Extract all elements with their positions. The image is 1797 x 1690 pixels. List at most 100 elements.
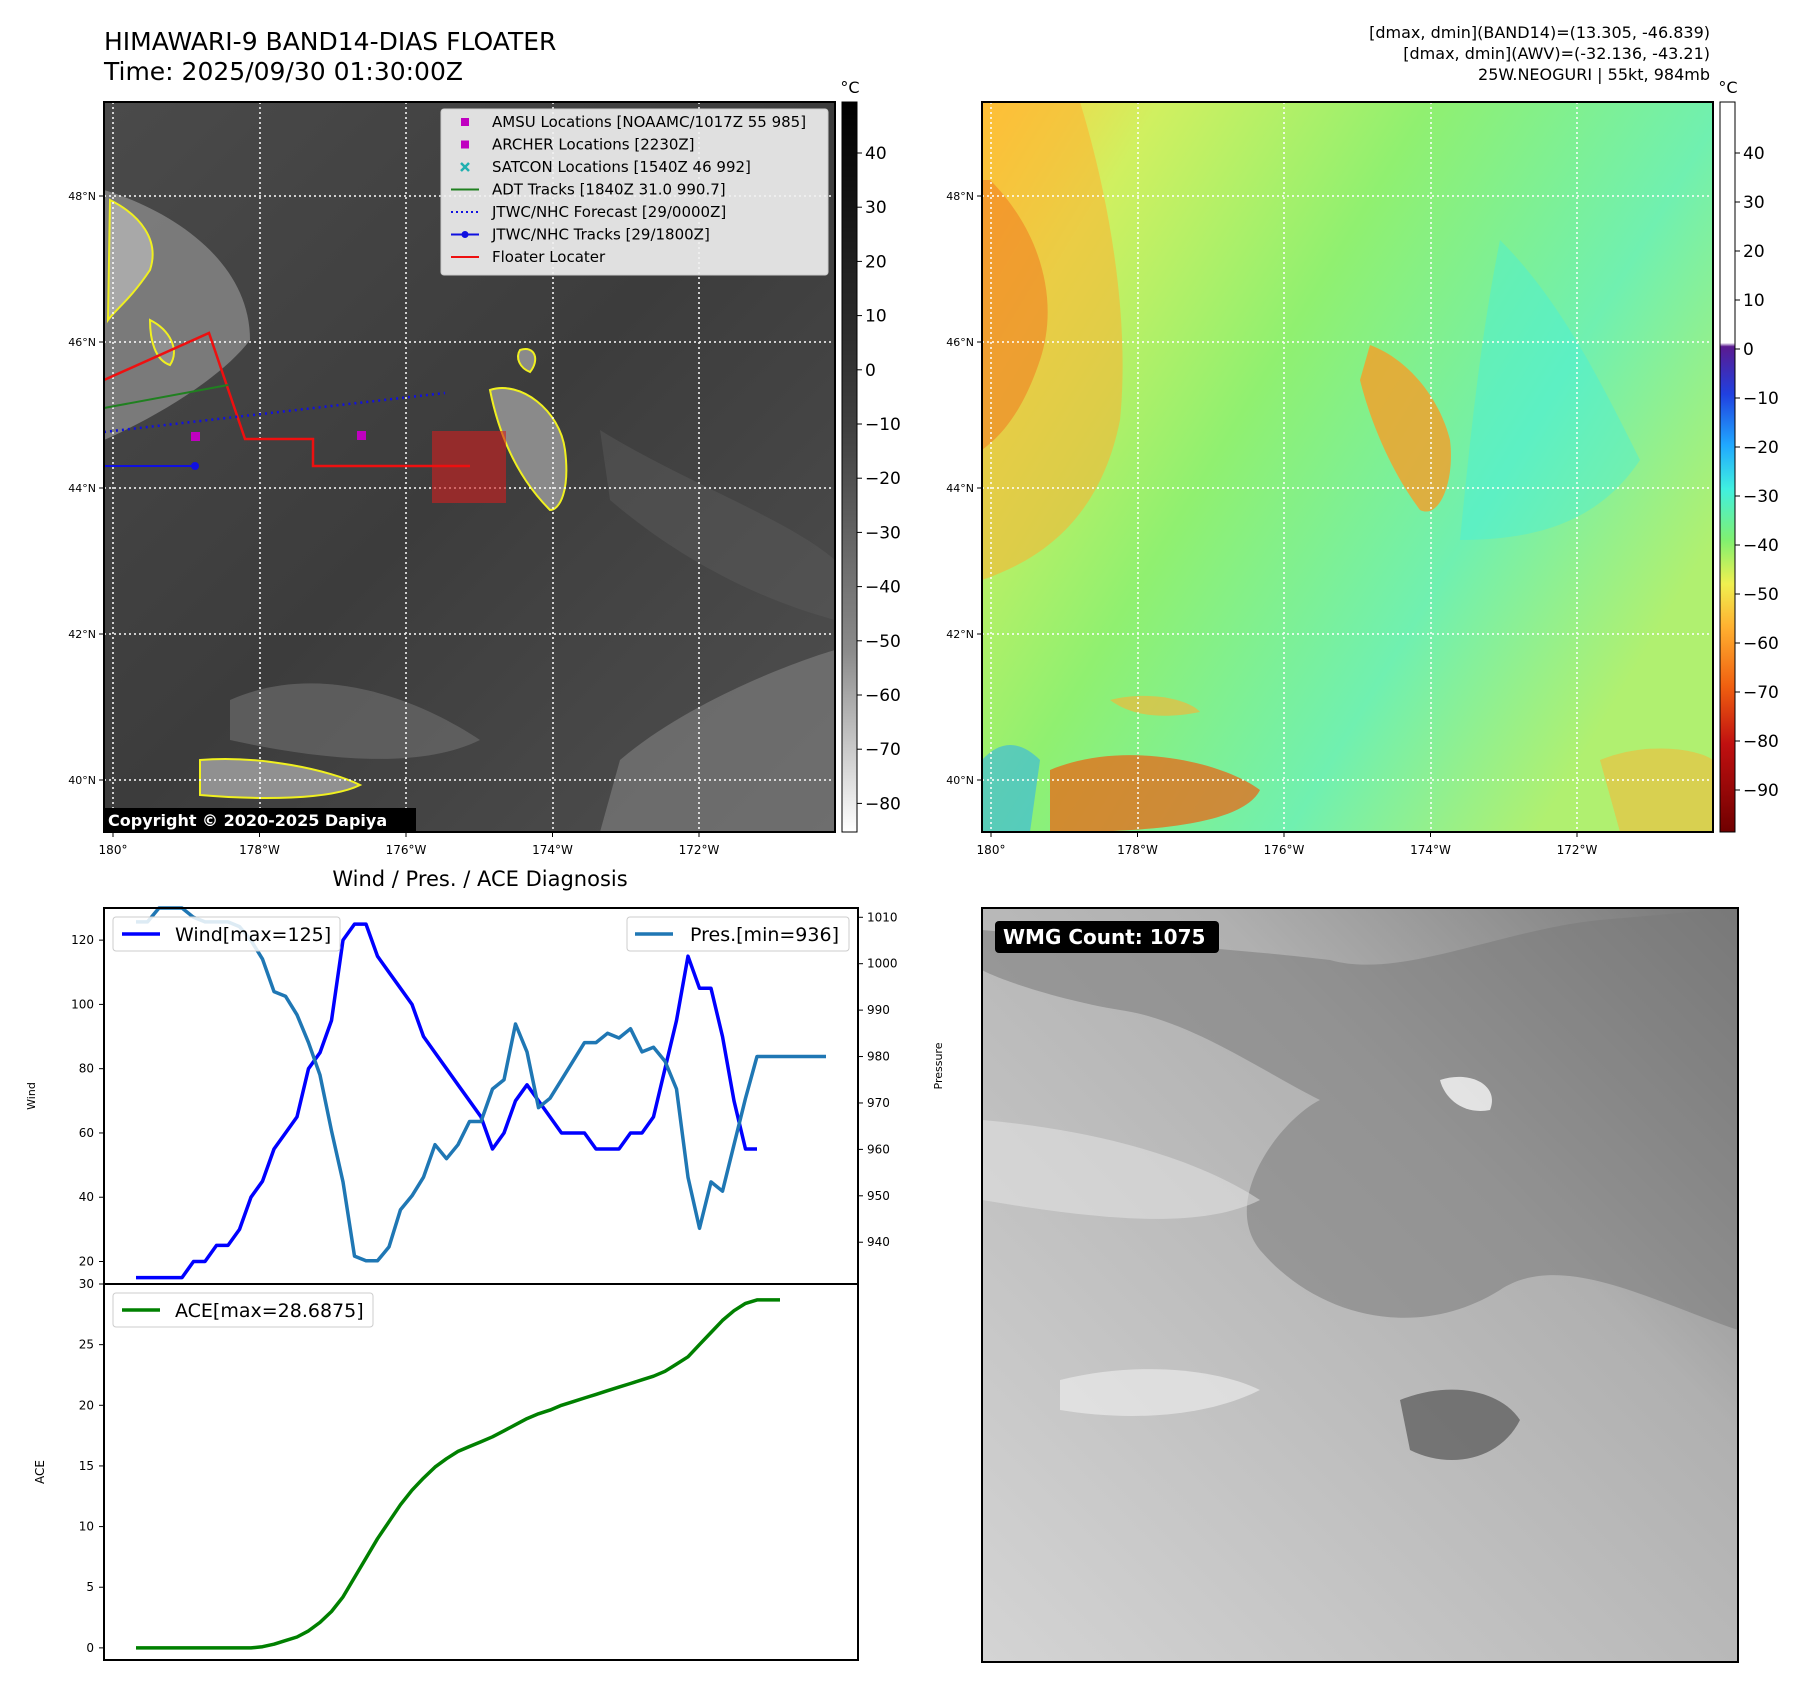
wmg-count-label: WMG Count: 1075 — [1003, 925, 1205, 949]
legend-label: Floater Locater — [492, 248, 606, 266]
ir-map-panel: Copyright © 2020-2025 Dapiya AMSU Locati… — [68, 101, 836, 857]
awv-colorbar-tick-label: −90 — [1743, 781, 1779, 801]
legend-label: JTWC/NHC Forecast [29/0000Z] — [491, 203, 726, 221]
wind-y-tick-label: 40 — [79, 1190, 94, 1204]
awv-colorbar-tick-label: 20 — [1743, 242, 1765, 262]
pressure-y-tick-label: 960 — [867, 1142, 890, 1156]
ace-y-tick-label: 25 — [79, 1338, 94, 1352]
ir-legend: AMSU Locations [NOAAMC/1017Z 55 985] ARCH… — [440, 108, 829, 276]
awv-moisture-features — [982, 102, 1713, 832]
awv-lat-tick-label: 40°N — [946, 774, 974, 787]
ace-series-line — [136, 1298, 780, 1650]
copyright-box — [104, 808, 416, 832]
wind-legend-label: Wind[max=125] — [175, 924, 331, 946]
floater-locater-track — [103, 331, 470, 468]
awv-lon-tick-label: 178°W — [1117, 843, 1158, 857]
ir-lon-tick-label: 178°W — [239, 843, 280, 857]
wind-y-tick-label: 60 — [79, 1126, 94, 1140]
pressure-legend: Pres.[min=936] — [626, 916, 850, 952]
ir-colorbar-tick-label: 20 — [865, 252, 887, 272]
ace-y-tick-label: 20 — [79, 1398, 94, 1412]
storm-info: 25W.NEOGURI | 55kt, 984mb — [1478, 65, 1710, 84]
legend-label: ADT Tracks [1840Z 31.0 990.7] — [492, 181, 726, 199]
pressure-y-tick-label: 940 — [867, 1235, 890, 1249]
ir-colorbar-tick-label: −70 — [865, 740, 901, 760]
legend-square-marker — [461, 118, 469, 126]
legend-item: AMSU Locations [NOAAMC/1017Z 55 985] — [461, 113, 806, 131]
awv-colorbar: °C 40 30 20 10 0 −10 −20 −30 −40 −50 −60 −70 −80 −90 — [1718, 78, 1779, 833]
legend-item: ARCHER Locations [2230Z] — [461, 136, 695, 154]
pressure-y-tick-label: 1010 — [867, 910, 898, 924]
pressure-y-tick-label: 990 — [867, 1003, 890, 1017]
ir-colorbar-tick-label: 40 — [865, 144, 887, 164]
legend-item: Floater Locater — [451, 248, 606, 266]
awv-colorbar-tick-label: 30 — [1743, 193, 1765, 213]
awv-lat-tick-label: 44°N — [946, 482, 974, 495]
ir-colorbar-tick-label: −50 — [865, 632, 901, 652]
pressure-y-tick-label: 950 — [867, 1189, 890, 1203]
ir-colorbar-tick-label: 10 — [865, 307, 887, 327]
awv-colorbar-tick-label: −30 — [1743, 487, 1779, 507]
ir-colorbar-tick-label: −80 — [865, 794, 901, 814]
legend-item: JTWC/NHC Tracks [29/1800Z] — [451, 226, 710, 244]
awv-lon-tick-label: 172°W — [1557, 843, 1598, 857]
ir-lon-tick-label: 176°W — [386, 843, 427, 857]
legend-label: ARCHER Locations [2230Z] — [492, 136, 695, 154]
legend-label: JTWC/NHC Tracks [29/1800Z] — [491, 226, 710, 244]
ace-y-tick-label: 5 — [86, 1580, 94, 1594]
wmg-dark-patch — [1400, 1389, 1520, 1460]
wind-y-tick-label: 100 — [71, 997, 94, 1011]
awv-gridlines — [982, 102, 1713, 832]
archer-location-marker — [357, 431, 366, 440]
awv-colorbar-tick-label: −70 — [1743, 683, 1779, 703]
ace-y-tick-label: 0 — [86, 1641, 94, 1655]
figure-time: Time: 2025/09/30 01:30:00Z — [103, 57, 463, 86]
legend-square-marker — [461, 140, 469, 149]
pressure-legend-label: Pres.[min=936] — [690, 924, 839, 946]
wind-y-tick-label: 20 — [79, 1255, 94, 1269]
ir-map-frame — [103, 101, 836, 833]
awv-map-panel: 48°N 46°N 44°N 42°N 40°N 180° 178°W 176°W 174°W… — [946, 101, 1714, 857]
wmg-count-box — [995, 921, 1219, 953]
legend-label: SATCON Locations [1540Z 46 992] — [492, 158, 751, 176]
awv-colorbar-unit: °C — [1718, 78, 1737, 97]
wmg-light-patch — [1060, 1369, 1260, 1416]
awv-colorbar-tick-label: −80 — [1743, 732, 1779, 752]
awv-colorbar-tick-label: −10 — [1743, 389, 1779, 409]
ir-cloud-features — [104, 190, 835, 832]
ir-lon-tick-label: 172°W — [679, 843, 720, 857]
pressure-y-tick-label: 980 — [867, 1050, 890, 1064]
wind-y-tick-label: 80 — [79, 1062, 94, 1076]
legend-item: JTWC/NHC Forecast [29/0000Z] — [451, 203, 726, 221]
ace-y-tick-label: 10 — [79, 1520, 94, 1534]
figure-title: HIMAWARI-9 BAND14-DIAS FLOATER — [104, 27, 556, 56]
awv-map-frame — [981, 101, 1714, 833]
ir-colorbar: °C 40 30 20 10 0 −10 −20 −30 −40 −50 −60 −70 −80 — [840, 78, 901, 833]
ir-colorbar-tick-label: 30 — [865, 198, 887, 218]
wind-y-tick-label: 120 — [71, 933, 94, 947]
legend-item: ADT Tracks [1840Z 31.0 990.7] — [451, 181, 726, 199]
awv-colorbar-tick-label: 0 — [1743, 340, 1754, 360]
amsu-location-marker — [191, 432, 200, 441]
ir-lon-tick-label: 174°W — [532, 843, 573, 857]
ace-y-tick-label: 30 — [79, 1277, 94, 1291]
ace-legend-label: ACE[max=28.6875] — [175, 1300, 364, 1322]
ir-colorbar-tick-label: −10 — [865, 415, 901, 435]
awv-lat-tick-label: 46°N — [946, 336, 974, 349]
pressure-y-tick-label: 1000 — [867, 957, 898, 971]
wind-legend: Wind[max=125] — [112, 916, 341, 952]
awv-lat-tick-label: 42°N — [946, 628, 974, 641]
wmg-panel: WMG Count: 1075 — [981, 907, 1739, 1663]
ir-lat-tick-label: 46°N — [68, 336, 96, 349]
stats-awv: [dmax, dmin](AWV)=(-32.136, -43.21) — [1403, 44, 1710, 63]
awv-lat-tick-label: 48°N — [946, 190, 974, 203]
ir-colorbar-unit: °C — [840, 78, 859, 97]
awv-colorbar-tick-label: 40 — [1743, 144, 1765, 164]
pressure-y-tick-label: 970 — [867, 1096, 890, 1110]
ir-lat-tick-label: 48°N — [68, 190, 96, 203]
wind-series-line — [136, 922, 757, 1280]
wmg-dark-region — [982, 908, 1738, 1330]
ir-colorbar-tick-label: −40 — [865, 578, 901, 598]
wmg-light-band — [982, 1120, 1260, 1219]
